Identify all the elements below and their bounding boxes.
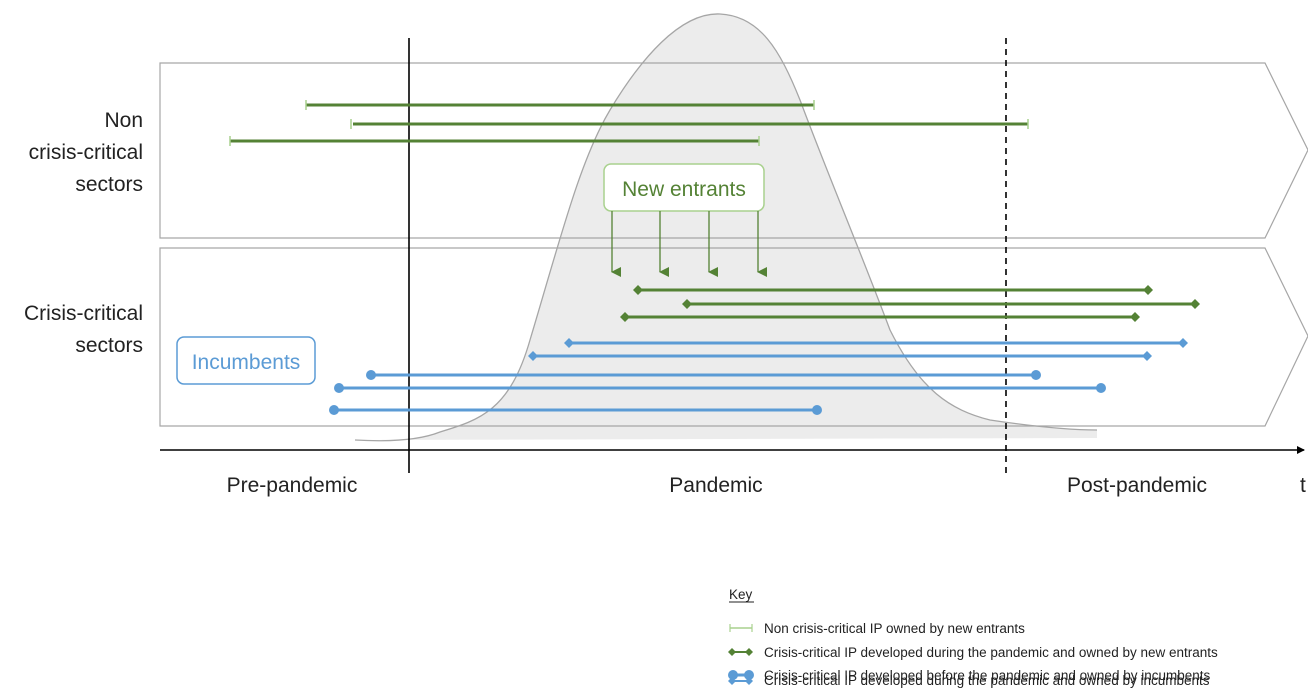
diamond-marker [1190,299,1200,309]
non-critical-ip-lines [230,103,1028,143]
new-entrant-arrows [611,211,767,277]
key-item-incumbent-during: Crisis-critical IP developed during the … [764,673,1210,688]
phase-label-pre: Pre-pandemic [227,474,358,497]
incumbent-before-ip-lines [329,370,1106,415]
diamond-marker [528,351,538,361]
diamond-marker [1130,312,1140,322]
pandemic-curve [355,13,1097,441]
key-symbol-incumbent-during [728,677,753,685]
new-entrant-critical-ip-lines [620,285,1200,322]
pandemic-curve-outline [354,13,1098,442]
row-label-non-critical-1: Non [104,109,143,132]
key-item-incumbent-before: Crisis-critical IP developed before the … [764,668,1210,683]
diamond-marker [620,312,630,322]
critical-sector-panel [159,247,1308,427]
key-symbol-new-entrant-critical [728,648,753,656]
axis-label-t: t [1300,474,1306,497]
key-symbol-non-critical [729,624,753,632]
circle-marker [334,383,344,393]
row-label-critical-2: sectors [75,334,143,357]
key-title: Key [729,587,753,602]
circle-marker [1096,383,1106,393]
diamond-marker [564,338,574,348]
row-label-non-critical-2: crisis-critical [29,141,143,164]
new-entrants-label: New entrants [622,178,746,201]
phase-label-during: Pandemic [669,474,762,497]
circle-marker [1031,370,1041,380]
key-item-non-critical: Non crisis-critical IP owned by new entr… [764,621,1025,636]
incumbents-label: Incumbents [192,351,301,374]
key-symbol-incumbent-before [728,670,754,680]
circle-marker [366,370,376,380]
row-label-critical-1: Crisis-critical [24,302,143,325]
diamond-marker [1143,285,1153,295]
circle-marker [812,405,822,415]
key-item-new-entrant-critical: Crisis-critical IP developed during the … [764,645,1218,660]
new-entrants-box [603,163,765,212]
diamond-marker [682,299,692,309]
incumbents-box [176,336,316,385]
non-critical-ip-caps [229,100,1029,146]
row-label-non-critical-3: sectors [75,173,143,196]
circle-marker [329,405,339,415]
diamond-marker [633,285,643,295]
diamond-marker [1142,351,1152,361]
non-critical-sector-panel [159,62,1308,239]
phase-label-post: Post-pandemic [1067,474,1207,497]
diamond-marker [1178,338,1188,348]
incumbent-during-ip-lines [528,338,1188,361]
